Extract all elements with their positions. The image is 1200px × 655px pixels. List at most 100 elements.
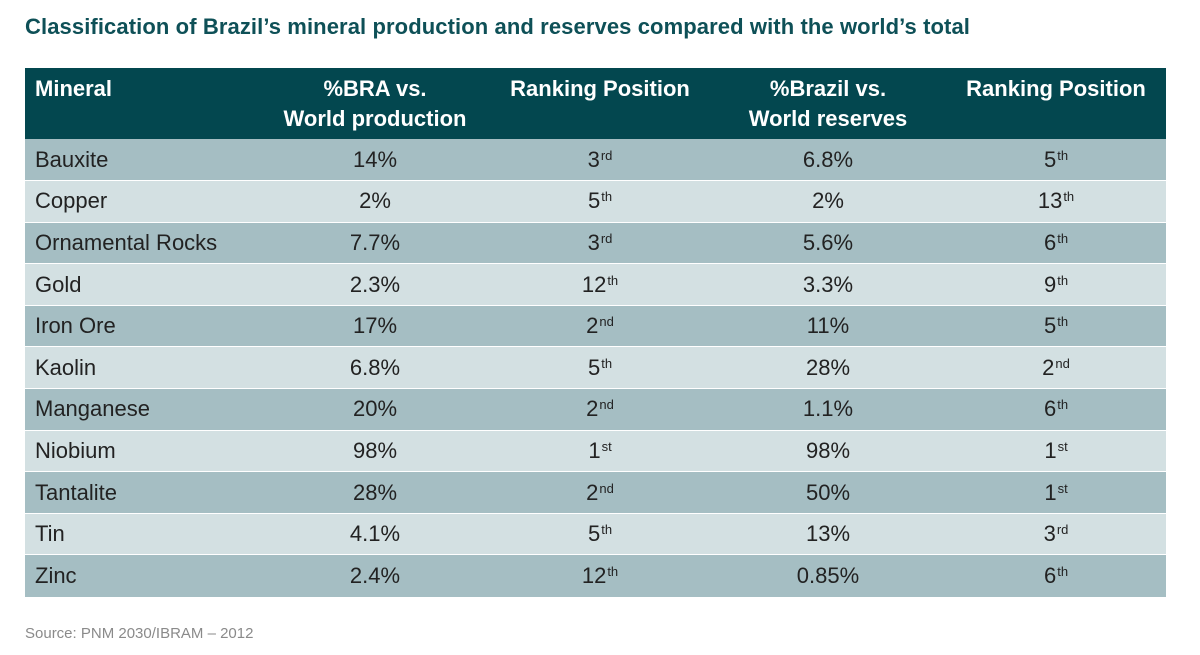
production-rank-cell: 2nd	[490, 304, 710, 347]
production-pct-cell: 17%	[260, 304, 490, 347]
reserves-rank-cell-ordinal-suffix: th	[1057, 272, 1069, 288]
production-rank-cell-number: 2	[586, 479, 599, 505]
mineral-cell: Bauxite	[35, 146, 109, 172]
reserves-rank-cell: 6th	[946, 554, 1166, 597]
table-row: Zinc 2.4% 12th 0.85% 6th	[25, 554, 1166, 597]
table-row: Bauxite 14% 3rd 6.8% 5th	[25, 139, 1166, 181]
reserves-rank-cell-ordinal-suffix: th	[1057, 230, 1069, 246]
production-pct-cell: 2.4%	[260, 554, 490, 597]
production-rank-cell-number: 1	[588, 437, 601, 463]
reserves-rank-cell-ordinal-suffix: th	[1057, 563, 1069, 579]
production-rank-cell-ordinal-suffix: nd	[599, 397, 614, 413]
production-rank-cell-ordinal-suffix: nd	[599, 480, 614, 496]
reserves-rank-cell-ordinal-suffix: th	[1057, 314, 1069, 330]
production-rank-cell-number: 5	[587, 354, 601, 380]
reserves-pct-cell: 6.8%	[802, 146, 854, 172]
mineral-cell: Zinc	[25, 554, 260, 597]
production-pct-cell: 2.3%	[260, 263, 490, 306]
reserves-pct-cell: 50%	[710, 471, 946, 514]
table-row: Niobium 98% 1st 98% 1st	[25, 429, 1166, 472]
reserves-rank-cell-number: 6	[1043, 396, 1057, 422]
header-reserves-pct-line-2: World reserves	[748, 106, 908, 131]
production-pct-cell: 4.1%	[260, 512, 490, 555]
reserves-rank-cell-number: 1	[1044, 479, 1057, 505]
table-title: Classification of Brazil’s mineral produ…	[25, 14, 971, 39]
reserves-pct-cell: 2%	[710, 180, 946, 223]
production-rank-cell-ordinal-suffix: th	[601, 522, 613, 538]
reserves-rank-cell-number: 5	[1043, 313, 1057, 339]
table-row: Gold 2.3% 12th 3.3% 9th	[25, 263, 1166, 306]
header-reserves-pct-line-1: %Brazil vs.	[769, 76, 887, 101]
production-rank-cell: 2nd	[490, 471, 710, 514]
production-rank-cell-number: 5	[587, 188, 601, 214]
reserves-rank-cell-number: 6	[1043, 229, 1057, 255]
reserves-pct-cell: 11%	[710, 304, 946, 347]
header-reserves-rank: Ranking Position	[966, 76, 1146, 101]
production-rank-cell: 12th	[490, 263, 710, 306]
production-rank-cell-ordinal-suffix: rd	[600, 230, 613, 246]
production-rank-cell-ordinal-suffix: rd	[600, 147, 613, 163]
production-rank-cell-number: 3	[587, 229, 600, 255]
source-note: Source: PNM 2030/IBRAM – 2012	[25, 625, 254, 642]
header-reserves-pct: %Brazil vs. World reserves	[710, 68, 946, 139]
production-rank-cell-ordinal-suffix: nd	[599, 314, 614, 330]
production-rank-cell-number: 2	[586, 396, 599, 422]
production-rank-cell-ordinal-suffix: th	[601, 355, 613, 371]
reserves-rank-cell: 3rd	[946, 512, 1166, 555]
mineral-cell: Tantalite	[25, 471, 260, 514]
reserves-pct-cell: 98%	[710, 429, 946, 472]
reserves-rank-cell-number: 1	[1044, 437, 1057, 463]
mineral-cell: Iron Ore	[25, 304, 260, 347]
reserves-rank-cell-number: 13	[1037, 188, 1063, 214]
production-rank-cell-ordinal-suffix: st	[601, 438, 612, 454]
production-rank-cell: 12th	[490, 554, 710, 597]
production-rank-cell: 2nd	[490, 388, 710, 431]
header-production-rank: Ranking Position	[510, 76, 690, 101]
header-mineral: Mineral	[35, 76, 113, 101]
reserves-rank-cell: 13th	[946, 180, 1166, 223]
reserves-pct-cell: 1.1%	[710, 388, 946, 431]
table-header-row: Mineral %BRA vs. World production Rankin…	[25, 68, 1166, 139]
table-row: Copper 2% 5th 2% 13th	[25, 180, 1166, 223]
production-pct-cell: 7.7%	[260, 221, 490, 264]
reserves-rank-cell: 9th	[946, 263, 1166, 306]
table-row: Tin 4.1% 5th 13% 3rd	[25, 512, 1166, 555]
reserves-rank-cell: 1st	[946, 429, 1166, 472]
reserves-rank-cell: 6th	[946, 388, 1166, 431]
reserves-pct-cell: 0.85%	[710, 554, 946, 597]
reserves-rank-cell-ordinal-suffix: th	[1063, 189, 1075, 205]
production-rank-cell-ordinal-suffix: th	[607, 563, 619, 579]
production-rank-cell-number: 3	[587, 146, 600, 172]
table-row: Ornamental Rocks 7.7% 3rd 5.6% 6th	[25, 221, 1166, 264]
reserves-rank-cell: 6th	[946, 221, 1166, 264]
reserves-rank-cell-number: 6	[1043, 562, 1057, 588]
production-rank-cell: 1st	[490, 429, 710, 472]
production-pct-cell: 28%	[260, 471, 490, 514]
reserves-rank-cell-ordinal-suffix: th	[1057, 397, 1069, 413]
mineral-cell: Ornamental Rocks	[25, 221, 260, 264]
production-rank-cell: 5th	[490, 512, 710, 555]
table-row: Iron Ore 17% 2nd 11% 5th	[25, 304, 1166, 347]
production-rank-cell: 3rd	[490, 139, 710, 181]
production-pct-cell: 14%	[352, 146, 398, 172]
reserves-rank-cell: 1st	[946, 471, 1166, 514]
mineral-cell: Copper	[25, 180, 260, 223]
production-pct-cell: 2%	[260, 180, 490, 223]
mineral-cell: Niobium	[25, 429, 260, 472]
reserves-pct-cell: 5.6%	[710, 221, 946, 264]
mineral-cell: Tin	[25, 512, 260, 555]
reserves-pct-cell: 3.3%	[710, 263, 946, 306]
production-rank-cell-number: 5	[587, 521, 601, 547]
reserves-rank-cell-number: 2	[1042, 354, 1055, 380]
reserves-rank-cell: 5th	[946, 304, 1166, 347]
production-rank-cell: 5th	[490, 346, 710, 389]
production-rank-cell-number: 12	[581, 562, 607, 588]
production-rank-cell: 5th	[490, 180, 710, 223]
production-rank-cell-number: 2	[586, 313, 599, 339]
reserves-rank-cell-number: 9	[1043, 271, 1057, 297]
header-production-pct: %BRA vs. World production	[260, 68, 490, 139]
production-rank-cell: 3rd	[490, 221, 710, 264]
table-row: Kaolin 6.8% 5th 28% 2nd	[25, 346, 1166, 389]
reserves-rank-cell: 5th	[946, 139, 1166, 181]
reserves-rank-cell: 2nd	[946, 346, 1166, 389]
